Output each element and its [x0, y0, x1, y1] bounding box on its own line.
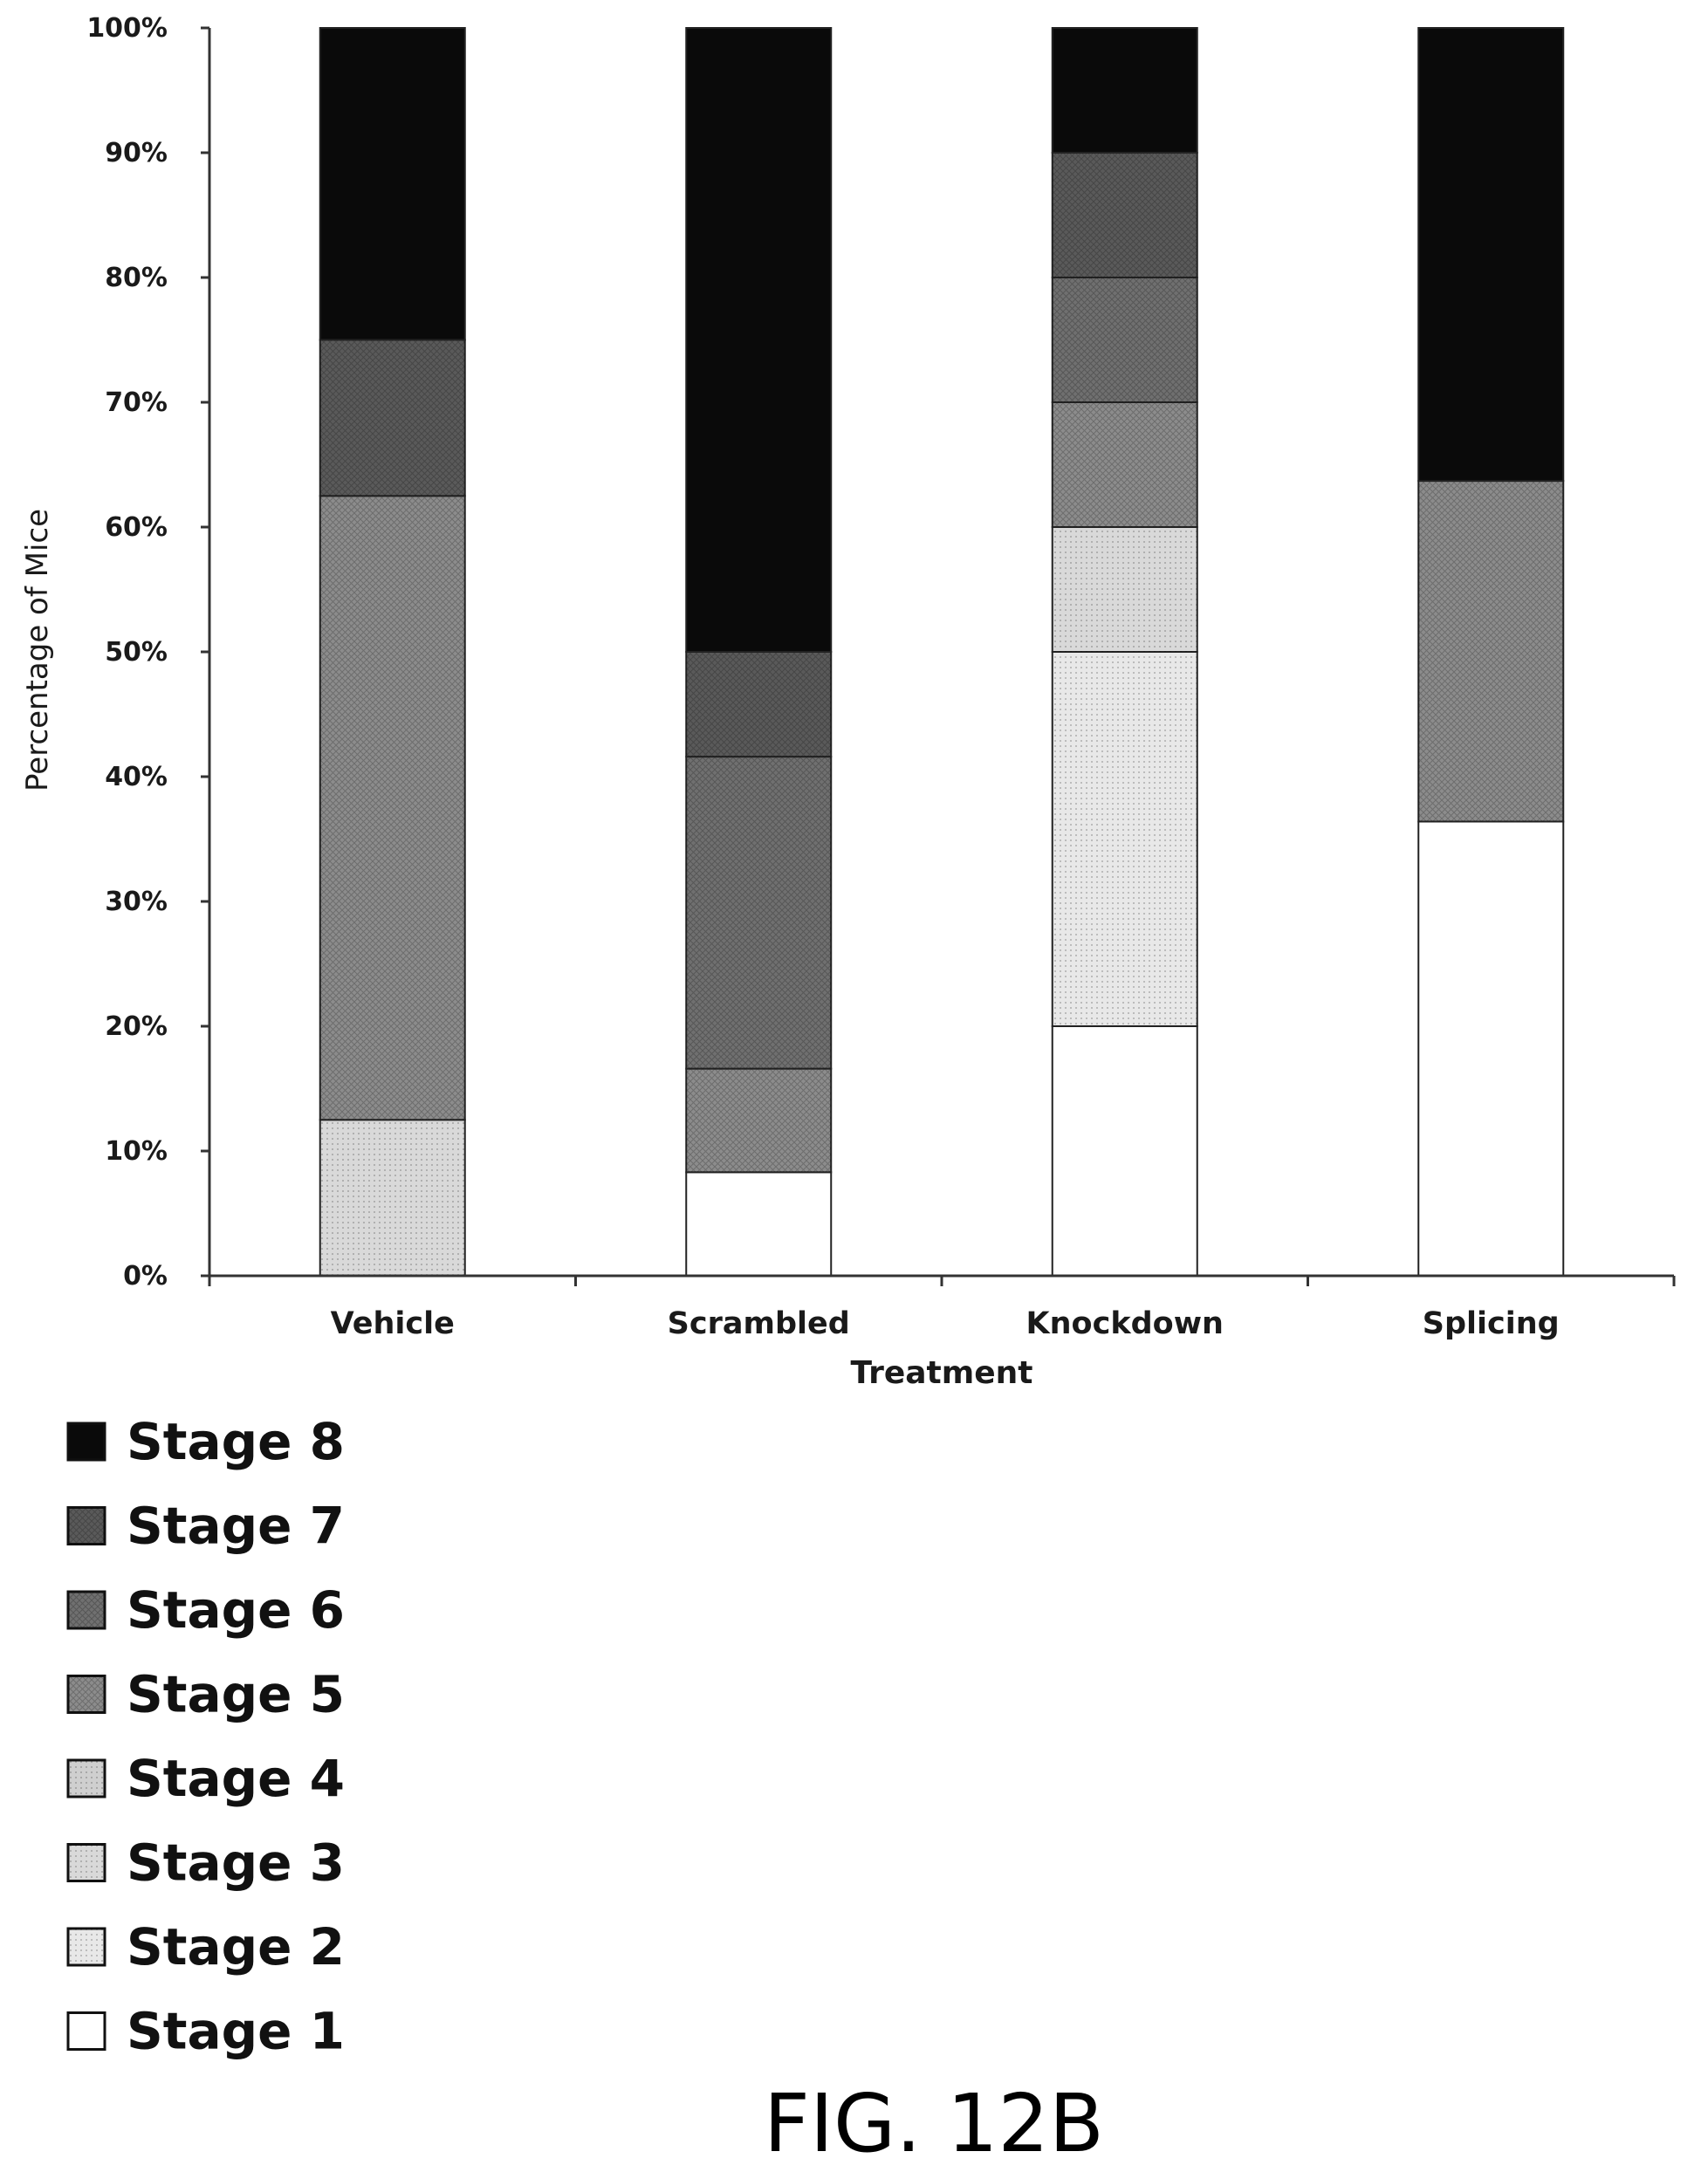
legend-label-stage-8: Stage 8 [127, 1412, 345, 1471]
x-axis-category-labels: Vehicle Scrambled Knockdown Splicing [331, 1306, 1560, 1341]
bars [319, 27, 1565, 1278]
y-tick-label-0: 0% [123, 1261, 168, 1292]
bar-splicing-stage-8 [1417, 27, 1565, 483]
legend-label-stage-1: Stage 1 [127, 2002, 345, 2061]
x-axis-title: Treatment [850, 1355, 1032, 1391]
bar-texture-scrambled-stage-6 [686, 757, 832, 1069]
bar-texture-knockdown-stage-6 [1052, 277, 1197, 402]
legend-label-stage-5: Stage 5 [127, 1665, 345, 1724]
x-tick-label-vehicle: Vehicle [331, 1306, 455, 1341]
bar-vehicle-stage-8 [319, 27, 466, 341]
bar-texture-scrambled-stage-7 [686, 652, 832, 757]
y-axis-ticks: 0% 10% 20% 30% 40% 50% 60% 70% 80% 90% 100% [86, 13, 209, 1292]
y-tick-label-1: 10% [105, 1136, 168, 1167]
legend-label-stage-2: Stage 2 [127, 1917, 345, 1977]
x-axis-ticks [208, 1276, 1676, 1286]
legend-swatch-stage-1 [66, 2011, 106, 2051]
legend-swatch-texture-stage-2 [68, 1929, 105, 1965]
bar-texture-vehicle-stage-7 [319, 339, 465, 497]
bar-scrambled-stage-8 [685, 27, 833, 653]
legend-label-stage-6: Stage 6 [127, 1580, 345, 1640]
bar-scrambled-stage-1 [685, 1171, 833, 1278]
bar-texture-scrambled-stage-5 [686, 1068, 832, 1173]
bar-texture-vehicle-stage-3 [319, 1120, 465, 1276]
y-tick-label-6: 60% [105, 512, 168, 543]
x-tick-label-splicing: Splicing [1423, 1306, 1560, 1341]
bar-splicing-stage-1 [1417, 820, 1565, 1277]
y-tick-label-10: 100% [86, 13, 168, 44]
bar-knockdown-stage-1 [1051, 1025, 1198, 1277]
y-tick-label-9: 90% [105, 138, 168, 168]
legend-label-stage-4: Stage 4 [127, 1749, 345, 1808]
bar-stack-scrambled [685, 27, 833, 1278]
legend-swatch-texture-stage-6 [68, 1592, 105, 1628]
bar-stack-splicing [1417, 27, 1565, 1277]
legend-swatch-texture-stage-5 [68, 1675, 105, 1713]
x-tick-label-scrambled: Scrambled [668, 1306, 850, 1341]
bar-texture-splicing-stage-5 [1418, 481, 1564, 822]
bar-texture-knockdown-stage-3 [1052, 527, 1197, 652]
y-tick-label-3: 30% [105, 887, 168, 917]
legend: Stage 8 Stage 7 Stage 6 Stage 5 Stage 4 Stage… [66, 1412, 345, 2061]
bar-texture-knockdown-stage-7 [1052, 153, 1197, 277]
y-tick-label-5: 50% [105, 637, 168, 668]
legend-swatch-texture-stage-3 [68, 1844, 105, 1881]
legend-swatch-texture-stage-7 [68, 1507, 105, 1545]
y-tick-label-4: 40% [105, 762, 168, 792]
legend-swatch-texture-stage-4 [68, 1760, 105, 1797]
figure-caption: FIG. 12B [764, 2077, 1104, 2170]
y-tick-label-8: 80% [105, 263, 168, 293]
x-tick-label-knockdown: Knockdown [1026, 1306, 1224, 1341]
legend-label-stage-3: Stage 3 [127, 1833, 345, 1893]
legend-label-stage-7: Stage 7 [127, 1497, 345, 1556]
y-tick-label-7: 70% [105, 387, 168, 418]
bar-stack-vehicle [319, 27, 466, 1277]
bar-texture-knockdown-stage-2 [1052, 652, 1197, 1026]
y-axis-title: Percentage of Mice [20, 509, 55, 791]
legend-swatch-stage-8 [66, 1422, 106, 1462]
bar-knockdown-stage-8 [1051, 27, 1198, 154]
bar-stack-knockdown [1051, 27, 1198, 1277]
y-tick-label-2: 20% [105, 1011, 168, 1042]
bar-texture-knockdown-stage-5 [1052, 402, 1197, 527]
bar-texture-vehicle-stage-5 [319, 496, 465, 1120]
